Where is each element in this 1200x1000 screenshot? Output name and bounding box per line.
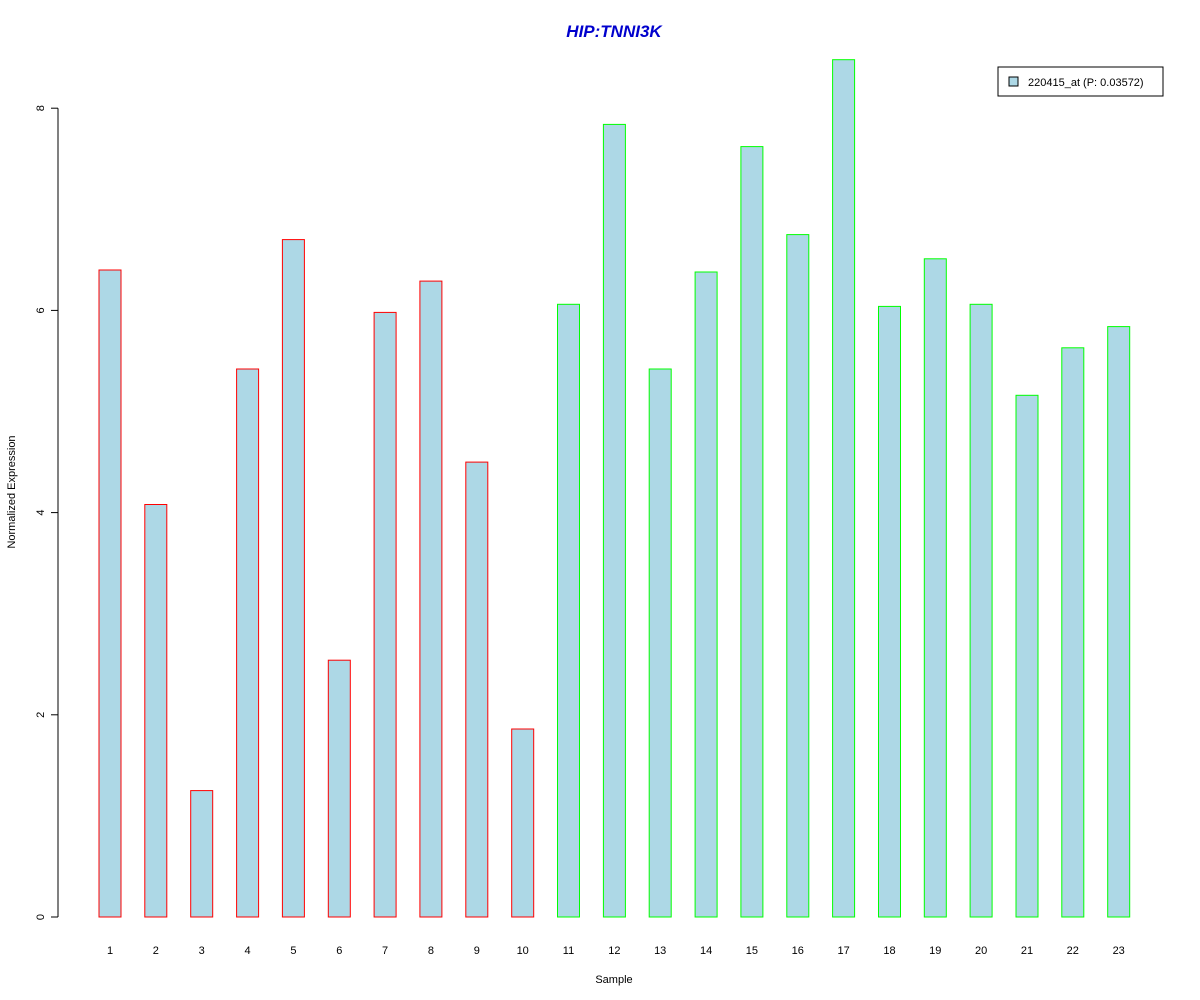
x-tick-label: 2: [153, 945, 159, 957]
x-tick-label: 16: [792, 945, 804, 957]
bar: [1107, 326, 1131, 918]
bar: [740, 146, 764, 918]
y-axis-label: Normalized Expression: [6, 435, 18, 548]
x-tick-label: 22: [1067, 945, 1079, 957]
legend-swatch: [1008, 76, 1019, 87]
x-tick-label: 8: [428, 945, 434, 957]
y-tick-label: 6: [35, 307, 47, 313]
x-tick-label: 6: [336, 945, 342, 957]
x-tick-label: 7: [382, 945, 388, 957]
x-tick-label: 5: [290, 945, 296, 957]
bar: [923, 258, 947, 918]
x-tick-labels: 1 2 3 4 5 6 7 8 9 10 11 12 13 14 15 16 17 18 19 20 21 22 23: [107, 945, 1125, 957]
legend-label: 220415_at (P: 0.03572): [1028, 77, 1144, 89]
legend-box: [997, 66, 1164, 97]
y-tick-label: 8: [35, 105, 47, 111]
x-tick-label: 19: [929, 945, 941, 957]
x-tick-label: 18: [883, 945, 895, 957]
bar: [786, 234, 810, 918]
bar: [832, 59, 856, 918]
bar: [511, 728, 535, 918]
x-tick-label: 14: [700, 945, 712, 957]
bar: [419, 280, 443, 918]
bar-series: [98, 59, 1131, 918]
bar: [144, 504, 168, 918]
bar: [1061, 347, 1085, 918]
x-tick-label: 4: [245, 945, 251, 957]
x-tick-label: 3: [199, 945, 205, 957]
x-tick-label: 1: [107, 945, 113, 957]
bar: [373, 311, 397, 918]
bar: [648, 368, 672, 918]
chart-title: HIP:TNNI3K: [566, 22, 663, 41]
bar: [281, 239, 305, 918]
x-tick-label: 15: [746, 945, 758, 957]
x-tick-label: 10: [517, 945, 529, 957]
y-tick-label: 2: [35, 712, 47, 718]
bar: [98, 269, 122, 918]
x-tick-label: 23: [1113, 945, 1125, 957]
x-tick-label: 20: [975, 945, 987, 957]
x-tick-label: 17: [837, 945, 849, 957]
bar: [465, 461, 489, 918]
x-axis-label: Sample: [595, 974, 632, 986]
bar: [694, 271, 718, 918]
x-tick-label: 21: [1021, 945, 1033, 957]
bar: [969, 303, 993, 918]
x-tick-label: 13: [654, 945, 666, 957]
y-axis: 0 2 4 6 8: [35, 105, 59, 920]
bar: [557, 303, 580, 918]
x-tick-label: 9: [474, 945, 480, 957]
y-tick-label: 0: [35, 914, 47, 920]
bar: [602, 123, 626, 918]
bar: [236, 368, 260, 918]
legend: 220415_at (P: 0.03572): [997, 66, 1164, 97]
x-tick-label: 11: [563, 945, 574, 957]
bar: [327, 659, 351, 918]
bar: [190, 790, 214, 918]
bar: [1015, 394, 1039, 918]
x-tick-label: 12: [608, 945, 620, 957]
y-tick-label: 4: [35, 510, 47, 516]
bar: [878, 305, 901, 918]
